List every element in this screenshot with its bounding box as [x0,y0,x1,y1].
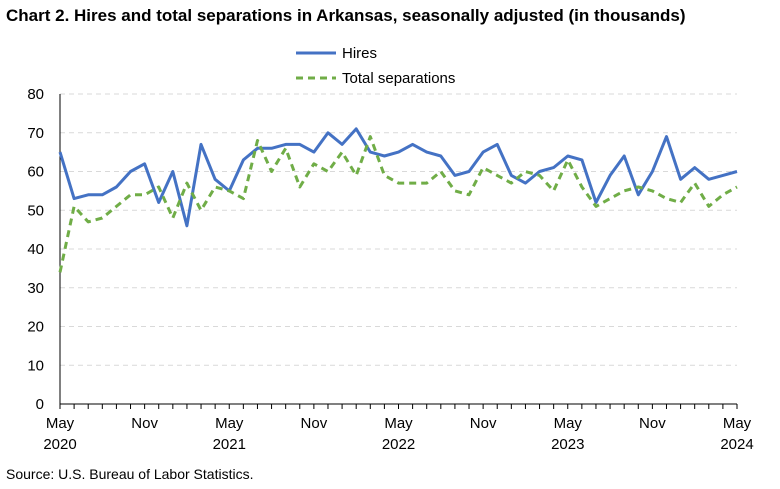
legend-label-total-separations: Total separations [342,70,455,87]
y-tick-label-40: 40 [27,241,44,258]
x-tick-label-month: Nov [639,415,666,432]
x-tick-label-year: 2024 [720,436,753,453]
x-axis-tick-labels: May 2020 Nov May 2021 Nov May 2022 Nov May 2023 Nov… [43,415,753,453]
series-line-hires [58,127,738,228]
y-axis-tick-labels: 0 10 20 30 40 50 60 70 80 [27,86,44,413]
x-tick-label-year: 2020 [43,436,76,453]
x-tick-label-month: May [215,415,244,432]
x-tick-label-year: 2022 [382,436,415,453]
legend: Hires Total separations [296,45,455,87]
y-tick-label-80: 80 [27,86,44,103]
x-tick-label-month: May [384,415,413,432]
x-tick-label-year: 2021 [213,436,246,453]
x-tick-label-month: Nov [131,415,158,432]
x-tick-label-month: May [723,415,752,432]
gridlines [59,93,738,409]
y-tick-label-10: 10 [27,357,44,374]
x-tick-label-month: Nov [470,415,497,432]
y-tick-label-30: 30 [27,280,44,297]
legend-label-hires: Hires [342,45,377,62]
series-lines [58,127,738,273]
chart-title: Chart 2. Hires and total separations in … [6,6,686,25]
y-tick-label-0: 0 [36,396,44,413]
x-tick-label-year: 2023 [551,436,584,453]
x-tick-label-month: Nov [301,415,328,432]
y-tick-label-50: 50 [27,202,44,219]
source-note: Source: U.S. Bureau of Labor Statistics. [6,466,254,482]
y-tick-label-20: 20 [27,319,44,336]
y-tick-label-60: 60 [27,164,44,181]
series-line-total-separations [58,135,738,273]
x-tick-label-month: May [46,415,75,432]
x-tick-label-month: May [554,415,583,432]
y-tick-label-70: 70 [27,125,44,142]
